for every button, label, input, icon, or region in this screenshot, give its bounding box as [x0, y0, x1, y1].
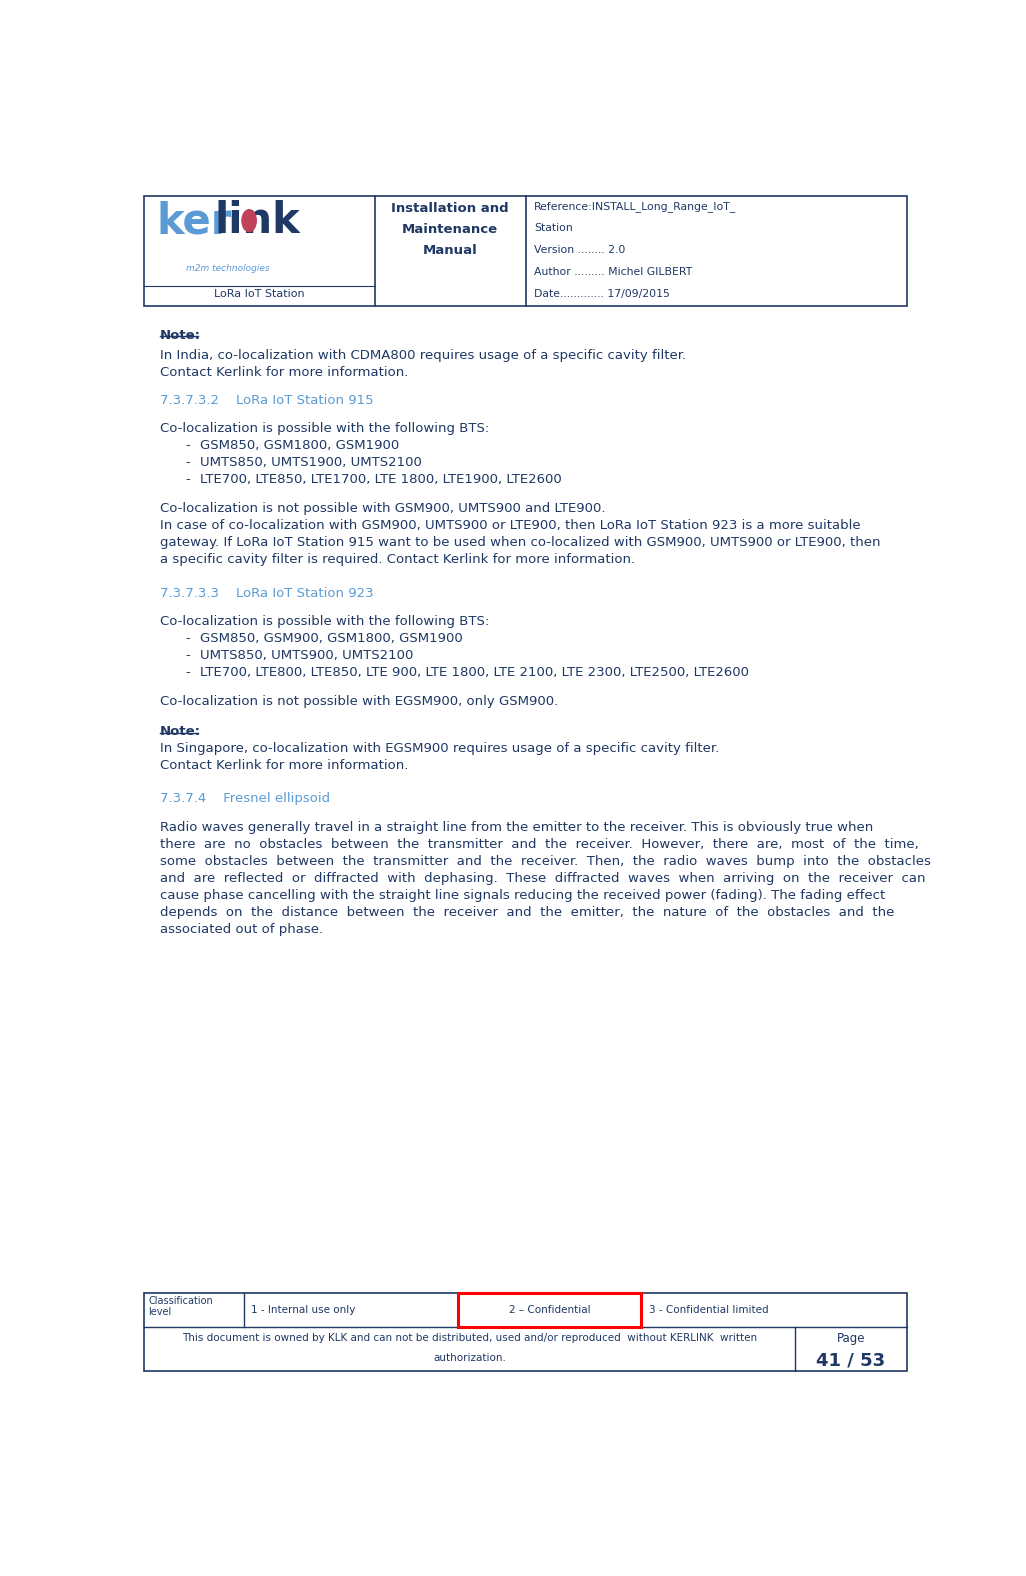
- Text: 3 - Confidential limited: 3 - Confidential limited: [649, 1305, 768, 1316]
- Text: Station: Station: [534, 224, 573, 233]
- Text: 7.3.7.3.2    LoRa IoT Station 915: 7.3.7.3.2 LoRa IoT Station 915: [160, 394, 373, 407]
- Text: Date............. 17/09/2015: Date............. 17/09/2015: [534, 288, 670, 298]
- Text: GSM850, GSM900, GSM1800, GSM1900: GSM850, GSM900, GSM1800, GSM1900: [200, 632, 463, 645]
- Text: GSM850, GSM1800, GSM1900: GSM850, GSM1800, GSM1900: [200, 440, 399, 452]
- Text: UMTS850, UMTS1900, UMTS2100: UMTS850, UMTS1900, UMTS2100: [200, 455, 422, 470]
- Text: -: -: [186, 632, 190, 645]
- Bar: [144, 1294, 907, 1371]
- Text: Version ........ 2.0: Version ........ 2.0: [534, 244, 625, 255]
- Text: In India, co-localization with CDMA800 requires usage of a specific cavity filte: In India, co-localization with CDMA800 r…: [160, 350, 686, 362]
- Text: associated out of phase.: associated out of phase.: [160, 924, 323, 936]
- Text: authorization.: authorization.: [433, 1352, 506, 1363]
- Text: -: -: [186, 455, 190, 470]
- Text: -: -: [186, 649, 190, 662]
- Text: 41 / 53: 41 / 53: [817, 1352, 885, 1370]
- Text: 2 – Confidential: 2 – Confidential: [509, 1305, 591, 1316]
- Text: LoRa IoT Station: LoRa IoT Station: [214, 288, 305, 298]
- Text: gateway. If LoRa IoT Station 915 want to be used when co-localized with GSM900, : gateway. If LoRa IoT Station 915 want to…: [160, 536, 880, 548]
- Text: Note:: Note:: [160, 725, 201, 739]
- Text: depends  on  the  distance  between  the  receiver  and  the  emitter,  the  nat: depends on the distance between the rece…: [160, 906, 895, 919]
- Text: In case of co-localization with GSM900, UMTS900 or LTE900, then LoRa IoT Station: In case of co-localization with GSM900, …: [160, 519, 861, 533]
- Text: m2m technologies: m2m technologies: [186, 265, 269, 273]
- Text: Co-localization is possible with the following BTS:: Co-localization is possible with the fol…: [160, 422, 489, 435]
- Text: some  obstacles  between  the  transmitter  and  the  receiver.  Then,  the  rad: some obstacles between the transmitter a…: [160, 856, 931, 868]
- Text: Reference:INSTALL_Long_Range_IoT_: Reference:INSTALL_Long_Range_IoT_: [534, 202, 736, 213]
- Circle shape: [242, 210, 256, 232]
- Text: -: -: [186, 667, 190, 679]
- Text: 7.3.7.4    Fresnel ellipsoid: 7.3.7.4 Fresnel ellipsoid: [160, 793, 330, 805]
- Bar: [459, 1294, 641, 1327]
- Text: Radio waves generally travel in a straight line from the emitter to the receiver: Radio waves generally travel in a straig…: [160, 821, 873, 834]
- Text: Manual: Manual: [423, 244, 478, 257]
- Text: Note:: Note:: [160, 329, 201, 342]
- Text: and  are  reflected  or  diffracted  with  dephasing.  These  diffracted  waves : and are reflected or diffracted with dep…: [160, 873, 925, 886]
- Text: link: link: [214, 200, 301, 243]
- Text: Maintenance: Maintenance: [402, 224, 499, 236]
- Text: This document is owned by KLK and can not be distributed, used and/or reproduced: This document is owned by KLK and can no…: [182, 1333, 757, 1343]
- Text: Contact Kerlink for more information.: Contact Kerlink for more information.: [160, 366, 408, 380]
- Bar: [144, 197, 907, 306]
- Text: 1 - Internal use only: 1 - Internal use only: [251, 1305, 356, 1316]
- Text: Co-localization is not possible with GSM900, UMTS900 and LTE900.: Co-localization is not possible with GSM…: [160, 503, 605, 515]
- Text: UMTS850, UMTS900, UMTS2100: UMTS850, UMTS900, UMTS2100: [200, 649, 413, 662]
- Text: Classification
level: Classification level: [148, 1295, 212, 1318]
- Text: Contact Kerlink for more information.: Contact Kerlink for more information.: [160, 760, 408, 772]
- Text: Author ......... Michel GILBERT: Author ......... Michel GILBERT: [534, 266, 692, 277]
- Text: Page: Page: [837, 1332, 865, 1346]
- Text: -: -: [186, 473, 190, 485]
- Text: LTE700, LTE850, LTE1700, LTE 1800, LTE1900, LTE2600: LTE700, LTE850, LTE1700, LTE 1800, LTE19…: [200, 473, 561, 485]
- Text: Co-localization is not possible with EGSM900, only GSM900.: Co-localization is not possible with EGS…: [160, 695, 558, 708]
- Text: ker: ker: [156, 200, 231, 243]
- Text: LTE700, LTE800, LTE850, LTE 900, LTE 1800, LTE 2100, LTE 2300, LTE2500, LTE2600: LTE700, LTE800, LTE850, LTE 900, LTE 180…: [200, 667, 749, 679]
- Text: -: -: [186, 440, 190, 452]
- Text: Co-localization is possible with the following BTS:: Co-localization is possible with the fol…: [160, 615, 489, 629]
- Text: In Singapore, co-localization with EGSM900 requires usage of a specific cavity f: In Singapore, co-localization with EGSM9…: [160, 742, 719, 755]
- Text: 7.3.7.3.3    LoRa IoT Station 923: 7.3.7.3.3 LoRa IoT Station 923: [160, 588, 373, 600]
- Text: Installation and: Installation and: [392, 202, 509, 216]
- Text: a specific cavity filter is required. Contact Kerlink for more information.: a specific cavity filter is required. Co…: [160, 553, 635, 566]
- Text: there  are  no  obstacles  between  the  transmitter  and  the  receiver.  Howev: there are no obstacles between the trans…: [160, 838, 919, 851]
- Text: cause phase cancelling with the straight line signals reducing the received powe: cause phase cancelling with the straight…: [160, 889, 885, 903]
